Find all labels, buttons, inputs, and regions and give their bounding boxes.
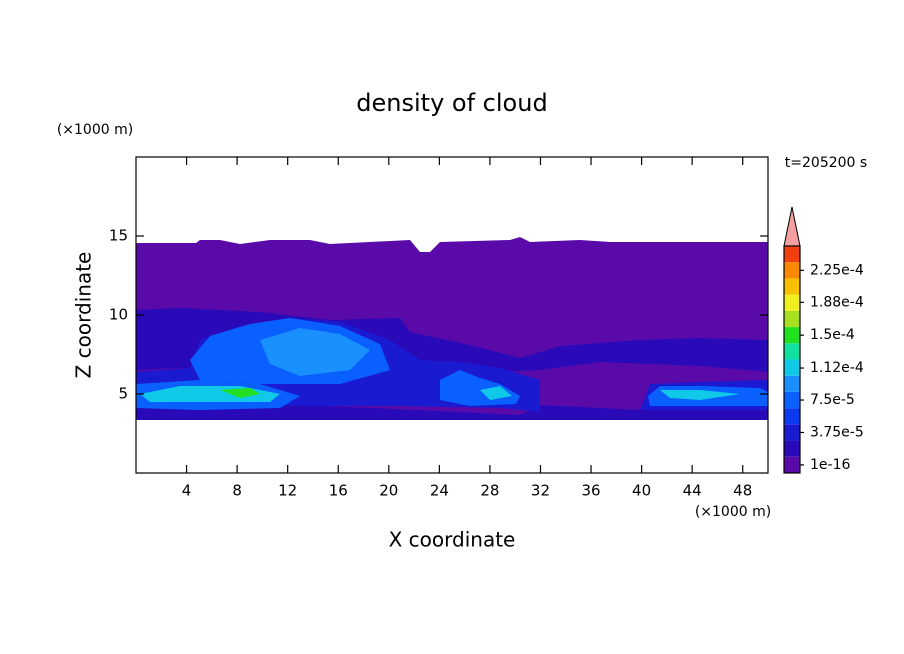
time-annotation: t=205200 s	[785, 155, 867, 171]
colorbar-tick-label: 3.75e-5	[810, 424, 864, 440]
colorbar-band	[784, 278, 800, 295]
x-tick-label: 12	[278, 482, 297, 500]
contour-region	[260, 328, 370, 376]
colorbar-tick-label: 2.25e-4	[810, 262, 864, 278]
colorbar-tick-label: 1.88e-4	[810, 294, 864, 310]
contour-region	[660, 390, 740, 400]
colorbar-band	[784, 408, 800, 425]
colorbar-tick-label: 7.5e-5	[810, 392, 855, 408]
colorbar-band	[784, 294, 800, 311]
x-tick-label: 36	[581, 482, 600, 500]
colorbar-band	[784, 359, 800, 376]
y-axis-label: Z coordinate	[72, 252, 96, 379]
colorbar-frame	[783, 245, 801, 474]
x-unit: (×1000 m)	[695, 504, 771, 520]
colorbar-band	[784, 456, 800, 473]
colorbar-band	[784, 440, 800, 457]
colorbar-tick-label: 1.12e-4	[810, 360, 864, 376]
contour-region	[480, 386, 512, 400]
contour-field	[136, 237, 768, 420]
colorbar-band	[784, 375, 800, 392]
x-tick-label: 20	[379, 482, 398, 500]
colorbar-band	[784, 246, 800, 263]
colorbar-band	[784, 310, 800, 328]
colorbar-band	[784, 327, 800, 344]
y-tick-label: 10	[109, 306, 128, 324]
y-tick-label: 5	[118, 385, 128, 403]
contour-region	[220, 388, 260, 398]
x-axis-label: X coordinate	[389, 528, 516, 552]
x-tick-label: 44	[683, 482, 702, 500]
chart-title: density of cloud	[356, 89, 547, 117]
x-tick-label: 24	[430, 482, 449, 500]
colorbar-band	[784, 391, 800, 409]
colorbar-tick-label: 1.5e-4	[810, 327, 855, 343]
y-tick-label: 15	[109, 227, 128, 245]
x-tick-label: 4	[182, 482, 192, 500]
x-tick-label: 40	[632, 482, 651, 500]
x-tick-label: 48	[733, 482, 752, 500]
x-tick-label: 16	[329, 482, 348, 500]
colorbar-band	[784, 424, 800, 441]
colorbar-extend	[783, 206, 801, 247]
x-tick-label: 32	[531, 482, 550, 500]
colorbar-tick-label: 1e-16	[810, 457, 850, 473]
x-tick-label: 8	[232, 482, 242, 500]
y-unit: (×1000 m)	[57, 122, 133, 138]
colorbar-band	[784, 262, 800, 279]
colorbar-band	[784, 343, 800, 360]
x-tick-label: 28	[480, 482, 499, 500]
